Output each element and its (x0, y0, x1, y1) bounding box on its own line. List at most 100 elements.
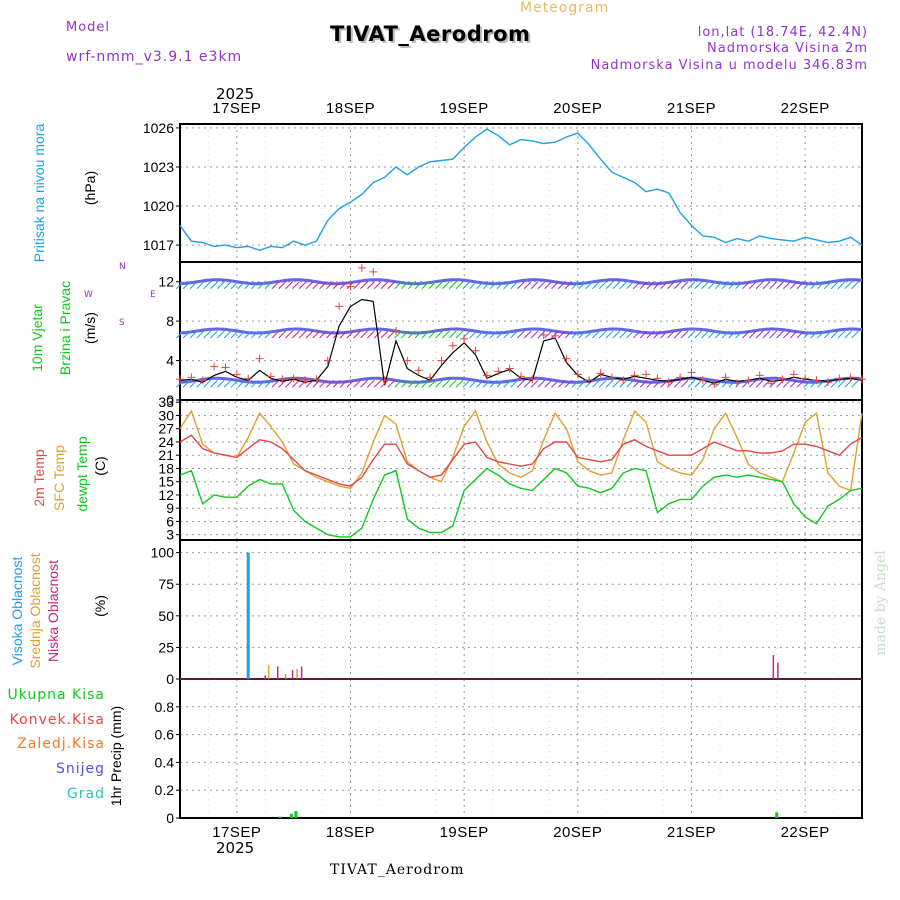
day-label-top: 22SEP (781, 100, 830, 117)
wind-barb (462, 379, 471, 388)
panel-frame (179, 678, 863, 819)
wind-barb (823, 330, 832, 339)
wind-barb (530, 379, 539, 388)
wind-barb (680, 379, 689, 388)
wind-gust-marker (403, 356, 412, 365)
wind-barb (701, 281, 709, 290)
wind-gust-marker (414, 366, 423, 375)
wind-barb (557, 281, 566, 290)
wind-barb (605, 281, 614, 290)
wind-barb (469, 379, 478, 388)
wind-barb (748, 330, 757, 339)
wind-barb (510, 281, 518, 290)
wind-barb (469, 281, 478, 290)
wind-barb (176, 281, 184, 290)
wind-barb (564, 281, 573, 290)
wind-barb (244, 379, 252, 388)
wind-barb (721, 330, 730, 339)
wind-barb (257, 281, 266, 290)
wind-barb (264, 379, 273, 388)
wind-barb (667, 281, 675, 290)
y-tick-label: 1026 (143, 120, 174, 136)
wind-barb (639, 379, 648, 388)
wind-gust-marker (460, 334, 469, 343)
wind-barb (455, 379, 464, 388)
wind-barb (517, 281, 525, 290)
wind-barb (755, 330, 764, 339)
y-tick-label: 1017 (143, 237, 174, 253)
wind-barb (680, 281, 689, 290)
y-tick-label: 24 (158, 434, 174, 450)
wind-barb (660, 330, 668, 339)
wind-barb (632, 379, 641, 388)
wind-barb (319, 281, 327, 290)
wind-barb (414, 281, 423, 290)
wind-barb (285, 379, 293, 388)
wind-barb (435, 379, 443, 388)
wind-barb (414, 330, 423, 339)
wind-barb (803, 330, 812, 339)
wind-barb (571, 379, 580, 388)
wind-gust-marker (642, 370, 651, 379)
wind-barb (496, 281, 505, 290)
wind-gust-marker (391, 327, 400, 335)
wind-barb (291, 281, 300, 290)
wind-barb (748, 281, 757, 290)
wind-barb (482, 281, 491, 290)
wind-gust-marker (801, 374, 810, 383)
coords-label: lon,lat (18.74E, 42.4N) (697, 25, 868, 40)
wind-barb (585, 281, 593, 290)
pressure-line (179, 128, 863, 252)
wind-barb (742, 330, 750, 339)
wind-barb (387, 330, 396, 339)
wind-barb (844, 379, 853, 388)
wind-barb (721, 281, 730, 290)
wind-barb (578, 330, 587, 339)
wind-barb (373, 379, 382, 388)
wind-barb (489, 281, 498, 290)
wind-barb (189, 330, 198, 339)
precip-label-3: Zaledj.Kisa (17, 736, 105, 752)
wind-gust-marker (767, 379, 776, 388)
wind-barb (360, 330, 368, 339)
y-tick-label: 0.8 (155, 699, 175, 715)
wind-barb (264, 330, 273, 339)
wind-barb (319, 379, 327, 388)
wind-barb (646, 281, 655, 290)
y-tick-label: 25 (158, 639, 174, 655)
wind-barb (216, 281, 225, 290)
wind-gust-marker (437, 356, 446, 365)
wind-barb (735, 330, 744, 339)
wind-barb (626, 379, 634, 388)
wind-gust-marker (346, 282, 355, 291)
wind-barb (326, 281, 334, 290)
wind-barb (230, 281, 239, 290)
wind-barb (687, 330, 696, 339)
wind-barb (742, 281, 750, 290)
y-tick-label: 12 (158, 487, 174, 503)
wind-barb (830, 379, 839, 388)
wind-barb (796, 379, 805, 388)
wind-barb (851, 281, 859, 290)
precip-label-1: Ukupna Kisa (7, 687, 105, 703)
wind-barb (394, 379, 403, 388)
y-tick-label: 15 (158, 474, 174, 490)
wind-barb (346, 379, 355, 388)
wind-barb (612, 330, 621, 339)
wind-barb (783, 281, 791, 290)
wind-gust-marker (369, 267, 378, 276)
wind-barb (694, 281, 703, 290)
wind-barb (326, 379, 334, 388)
sfc-temp-line (179, 409, 863, 492)
wind-barb (237, 379, 246, 388)
wind-barb (646, 330, 655, 339)
wind-barb (769, 330, 778, 339)
wind-barb (626, 330, 634, 339)
wind-barb (326, 330, 334, 339)
wind-gust-marker (585, 376, 594, 385)
wind-barb (571, 330, 580, 339)
wind-barb (844, 330, 853, 339)
wind-barb (762, 281, 771, 290)
wind-barb (503, 281, 512, 290)
